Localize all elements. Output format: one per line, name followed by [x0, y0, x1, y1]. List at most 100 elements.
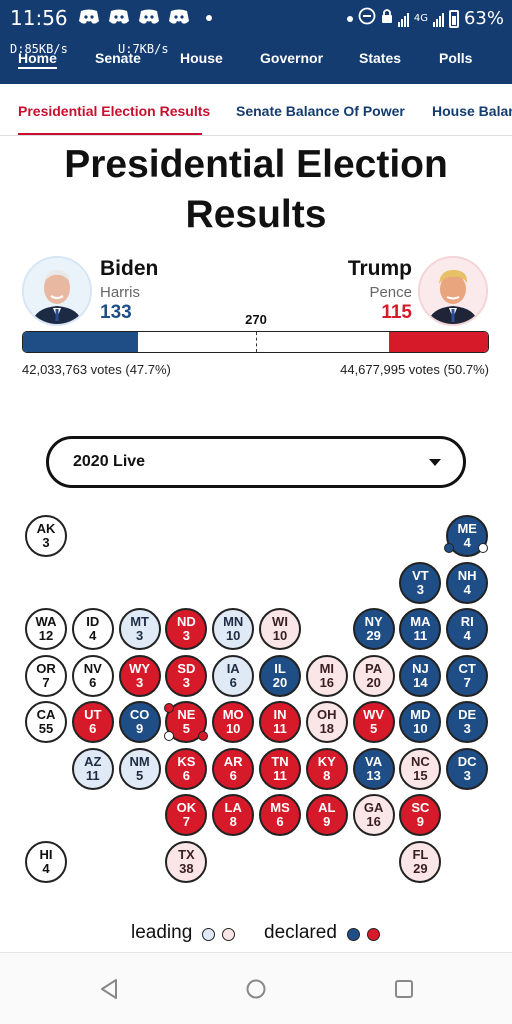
state-wv[interactable]: WV 5: [352, 701, 395, 743]
tab-senate-balance[interactable]: Senate Balance Of Power: [236, 103, 405, 119]
nav-polls[interactable]: Polls: [439, 50, 473, 66]
nav-house[interactable]: House: [180, 50, 223, 66]
discord-icon: [108, 9, 130, 25]
state-abbr: AL: [318, 800, 336, 815]
nav-governor[interactable]: Governor: [260, 50, 324, 66]
state-electoral-votes: 9: [416, 814, 424, 829]
legend-leading-dem-dot: [202, 928, 215, 941]
state-mo[interactable]: MO 10: [212, 701, 255, 743]
nav-states[interactable]: States: [359, 50, 402, 66]
state-abbr: NC: [411, 753, 430, 769]
state-electoral-votes: 10: [413, 721, 428, 736]
state-mn[interactable]: MN 10: [212, 608, 255, 650]
state-electoral-votes: 6: [276, 814, 284, 829]
state-ak[interactable]: AK 3: [25, 515, 67, 557]
legend-leading-rep-dot: [222, 928, 235, 941]
state-tx[interactable]: TX 38: [165, 840, 208, 883]
state-ok[interactable]: OK 7: [165, 794, 208, 836]
recents-icon[interactable]: [393, 977, 415, 1006]
state-wi[interactable]: WI 10: [259, 608, 301, 650]
state-sc[interactable]: SC 9: [399, 794, 442, 836]
state-fl[interactable]: FL 29: [399, 840, 442, 883]
state-electoral-votes: 3: [135, 628, 144, 643]
state-abbr: CO: [129, 707, 150, 722]
state-ia[interactable]: IA 6: [212, 654, 255, 697]
state-abbr: AR: [223, 753, 243, 769]
state-electoral-votes: 12: [38, 628, 54, 643]
state-nh[interactable]: NH 4: [446, 561, 489, 604]
state-az[interactable]: AZ 11: [71, 747, 114, 790]
tab-house-balance[interactable]: House Balan: [432, 103, 512, 119]
state-electoral-votes: 55: [38, 721, 54, 736]
state-electoral-votes: 15: [413, 767, 428, 783]
state-wy[interactable]: WY 3: [118, 654, 161, 697]
home-icon[interactable]: [245, 977, 267, 1006]
state-abbr: SD: [177, 660, 196, 676]
state-ct[interactable]: CT 7: [446, 654, 489, 697]
state-ut[interactable]: UT 6: [71, 701, 114, 743]
state-pa[interactable]: PA 20: [352, 654, 395, 697]
year-select-dropdown[interactable]: 2020 Live: [46, 436, 466, 488]
state-nv[interactable]: NV 6: [71, 654, 114, 697]
state-ny[interactable]: NY 29: [352, 608, 395, 650]
state-electoral-votes: 6: [229, 767, 237, 783]
state-electoral-votes: 10: [272, 628, 288, 643]
state-il[interactable]: IL 20: [259, 654, 301, 697]
state-id[interactable]: ID 4: [71, 608, 114, 650]
state-abbr: IN: [273, 707, 287, 722]
state-ms[interactable]: MS 6: [259, 794, 301, 836]
state-electoral-votes: 6: [89, 721, 97, 736]
state-ma[interactable]: MA 11: [399, 608, 442, 650]
state-ks[interactable]: KS 6: [165, 747, 208, 790]
district-marker: [478, 543, 488, 553]
back-icon[interactable]: [98, 977, 120, 1006]
state-abbr: OR: [36, 660, 56, 676]
state-electoral-votes: 4: [463, 628, 471, 643]
state-nc[interactable]: NC 15: [399, 747, 442, 790]
state-dc[interactable]: DC 3: [446, 747, 489, 790]
state-hi[interactable]: HI 4: [25, 840, 67, 883]
signal-icon: [397, 11, 409, 27]
state-ar[interactable]: AR 6: [212, 747, 255, 790]
state-va[interactable]: VA 13: [352, 747, 395, 790]
state-oh[interactable]: OH 18: [305, 701, 348, 743]
state-co[interactable]: CO 9: [118, 701, 161, 743]
state-abbr: HI: [39, 846, 53, 862]
state-al[interactable]: AL 9: [305, 794, 348, 836]
state-sd[interactable]: SD 3: [165, 654, 208, 697]
state-tn[interactable]: TN 11: [259, 747, 301, 790]
nav-senate[interactable]: Senate: [95, 50, 141, 66]
state-mi[interactable]: MI 16: [305, 654, 348, 697]
state-wa[interactable]: WA 12: [25, 608, 67, 650]
state-ky[interactable]: KY 8: [305, 747, 348, 790]
nav-home[interactable]: Home: [18, 50, 57, 69]
state-electoral-votes: 14: [413, 674, 428, 690]
legend-declared-rep-dot: [367, 928, 380, 941]
state-ri[interactable]: RI 4: [446, 608, 489, 650]
biden-avatar: [22, 256, 92, 326]
tab-presidential-results[interactable]: Presidential Election Results: [18, 103, 211, 119]
state-electoral-votes: 9: [323, 814, 331, 829]
state-in[interactable]: IN 11: [259, 701, 301, 743]
state-nj[interactable]: NJ 14: [399, 654, 442, 697]
state-electoral-votes: 13: [366, 767, 381, 783]
dem-ev-fill: [23, 332, 138, 352]
dem-popular-votes: 42,033,763 votes (47.7%): [22, 362, 171, 377]
state-mt[interactable]: MT 3: [118, 608, 161, 650]
state-ca[interactable]: CA 55: [25, 701, 67, 743]
state-abbr: AK: [36, 521, 56, 536]
legend-leading-label: leading: [131, 922, 193, 943]
state-ga[interactable]: GA 16: [352, 794, 395, 836]
state-la[interactable]: LA 8: [212, 794, 255, 836]
state-electoral-votes: 6: [229, 674, 237, 690]
state-or[interactable]: OR 7: [25, 654, 67, 697]
state-vt[interactable]: VT 3: [399, 561, 442, 604]
state-electoral-votes: 6: [89, 674, 97, 690]
signal-icon: [432, 11, 444, 27]
state-abbr: LA: [224, 800, 242, 815]
state-nd[interactable]: ND 3: [165, 608, 208, 650]
state-nm[interactable]: NM 5: [118, 747, 161, 790]
state-abbr: CA: [36, 707, 56, 722]
state-md[interactable]: MD 10: [399, 701, 442, 743]
state-de[interactable]: DE 3: [446, 701, 489, 743]
